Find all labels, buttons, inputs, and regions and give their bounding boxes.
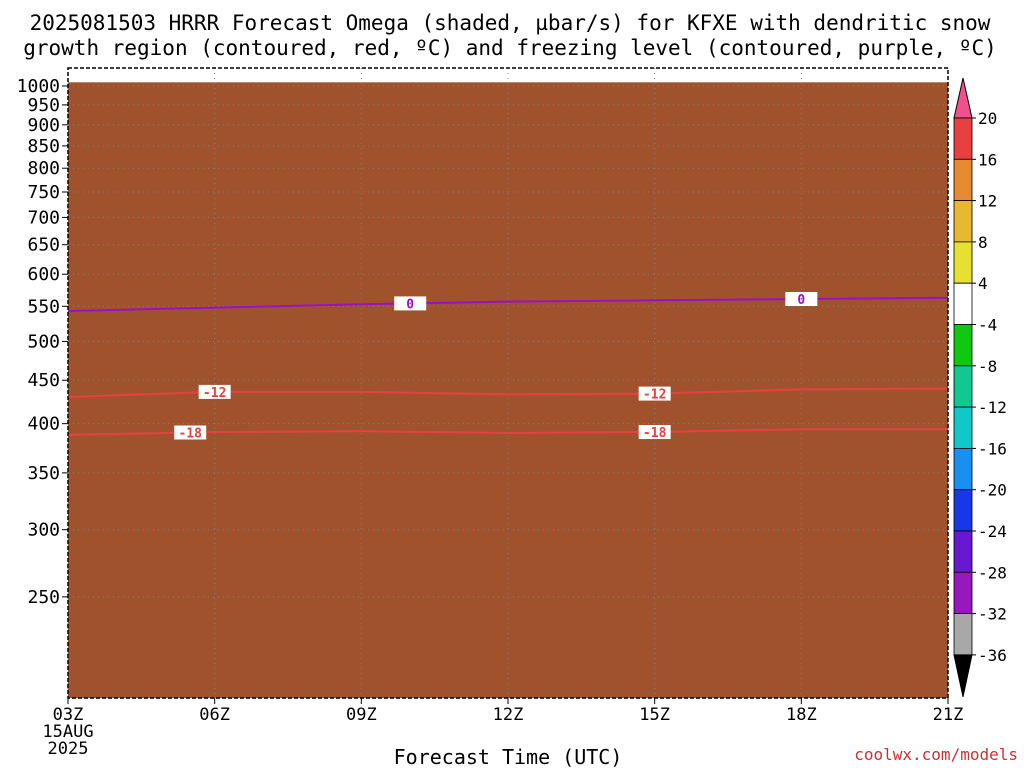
chart-title-line-2: growth region (contoured, red, ºC) and f…: [23, 36, 997, 60]
x-tick-label-4: 15Z: [639, 705, 670, 725]
colorbar-label-1: 16: [978, 150, 997, 169]
y-tick-label-400: 400: [27, 414, 60, 435]
y-tick-label-750: 750: [27, 182, 60, 203]
contour-label-bg-0-1: [638, 425, 671, 440]
x-tick-label-5: 18Z: [786, 705, 817, 725]
contour-label-2-0: 0: [406, 297, 414, 312]
colorbar-swatch-3: [953, 200, 973, 243]
x-tick-label-6: 21Z: [933, 705, 964, 725]
chart-title-line-1: 2025081503 HRRR Forecast Omega (shaded, …: [30, 11, 991, 35]
colorbar-swatch-5: [953, 282, 973, 325]
colorbar-swatch-11: [953, 530, 973, 573]
y-tick-label-650: 650: [27, 235, 60, 256]
colorbar-label-3: 8: [978, 233, 988, 252]
colorbar-label-5: -4: [978, 316, 997, 335]
contour-label-bg-0-0: [174, 425, 207, 440]
y-tick-label-550: 550: [27, 296, 60, 317]
colorbar-label-6: -8: [978, 357, 997, 376]
colorbar-label-4: 4: [978, 274, 988, 293]
colorbar-swatch-8: [953, 406, 973, 449]
x-tick-year-0: 2025: [48, 739, 89, 759]
y-tick-label-500: 500: [27, 331, 60, 352]
colorbar-label-9: -20: [978, 481, 1007, 500]
grid-layer: [67, 68, 949, 698]
contour-label-0-1: -18: [643, 426, 667, 441]
y-tick-label-250: 250: [27, 587, 60, 608]
colorbar-swatch-9: [953, 447, 973, 491]
y-tick-label-300: 300: [27, 520, 60, 541]
colorbar-swatch-13: [953, 613, 973, 656]
colorbar-label-10: -24: [978, 522, 1007, 541]
colorbar-swatch-12: [953, 571, 973, 614]
colorbar-swatch-7: [953, 365, 973, 408]
contour-label-bg-2-1: [785, 292, 818, 306]
colorbar-label-12: -32: [978, 605, 1007, 624]
contour-label-2-1: 0: [797, 293, 805, 308]
credit-link[interactable]: coolwx.com/models: [854, 745, 1018, 764]
y-tick-label-900: 900: [27, 115, 60, 136]
contour-layer: -18 -18 -12 -12 0 0: [68, 292, 948, 442]
colorbar-label-2: 12: [978, 192, 997, 211]
colorbar-swatch-1: [953, 117, 973, 160]
x-tick-date-0: 15AUG: [42, 722, 93, 742]
colorbar-swatch-4: [953, 241, 973, 284]
y-tick-label-700: 700: [27, 207, 60, 228]
x-tick-label-1: 06Z: [199, 705, 230, 725]
x-tick-label-3: 12Z: [493, 705, 524, 725]
colorbar-bottom-arrow: [953, 654, 973, 698]
y-tick-label-850: 850: [27, 136, 60, 157]
y-tick-label-950: 950: [27, 95, 60, 116]
y-tick-label-800: 800: [27, 158, 60, 179]
contour-label-bg-2-0: [394, 296, 427, 311]
x-axis-label: Forecast Time (UTC): [394, 745, 623, 768]
y-tick-label-1000: 1000: [17, 76, 60, 97]
colorbar-label-0: 20: [978, 109, 997, 128]
y-tick-label-600: 600: [27, 264, 60, 285]
pressure-axis: 2503003504004505005506006507007508008509…: [17, 76, 68, 608]
colorbar: 20 16 12 8 4 -4 -8 -12 -16 -20 -24 -28 -32 -36: [953, 77, 1007, 698]
y-tick-label-350: 350: [27, 463, 60, 484]
contour-label-bg-1-1: [638, 386, 671, 401]
contour-label-bg-1-0: [198, 384, 231, 399]
colorbar-swatch-10: [953, 489, 973, 532]
colorbar-label-7: -12: [978, 398, 1007, 417]
contour-label-1-0: -12: [203, 386, 226, 401]
colorbar-swatch-6: [953, 324, 973, 367]
contour--18: [68, 428, 948, 436]
colorbar-label-13: -36: [978, 646, 1007, 665]
y-tick-label-450: 450: [27, 370, 60, 391]
colorbar-label-8: -16: [978, 439, 1007, 458]
colorbar-swatch-2: [953, 158, 973, 202]
contour-label-1-1: -12: [643, 388, 666, 403]
x-tick-label-2: 09Z: [346, 705, 377, 725]
colorbar-label-11: -28: [978, 563, 1007, 582]
contour-label-0-0: -18: [178, 427, 202, 442]
x-tick-label-0: 03Z: [53, 705, 84, 725]
